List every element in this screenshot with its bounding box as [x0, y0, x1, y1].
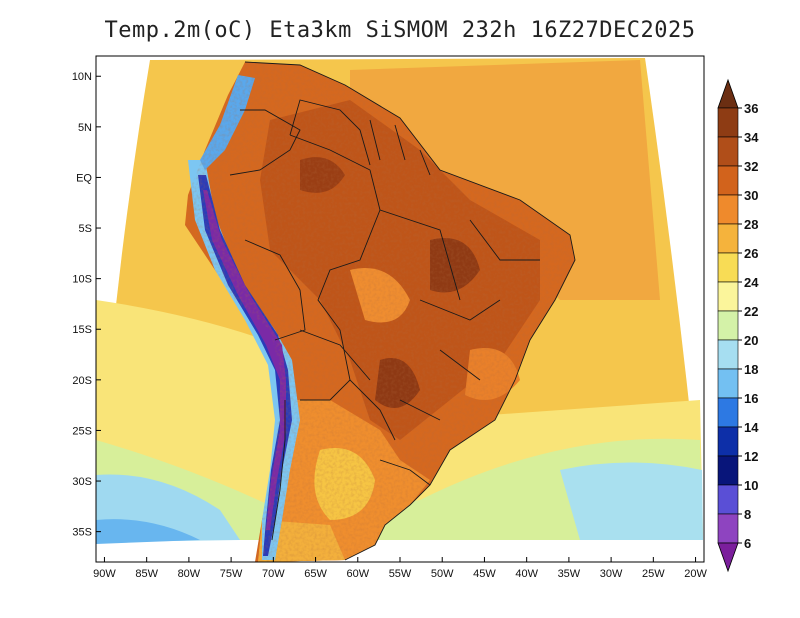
lon-tick-label: 85W: [135, 568, 158, 580]
lat-tick-label: 15S: [72, 324, 92, 336]
colorbar-segment: [717, 107, 739, 138]
colorbar-segment: [717, 194, 739, 225]
border-bolivia-south: [299, 329, 371, 401]
colorbar-segment: [717, 426, 739, 457]
lat-tick-label: EQ: [76, 172, 92, 184]
lon-tick-label: 25W: [642, 568, 665, 580]
south-ocean-green: [96, 438, 703, 540]
colorbar-top-arrow: [717, 78, 739, 109]
colorbar-segment: [717, 281, 739, 312]
colorbar-label: 10: [744, 478, 758, 493]
colorbar: 36 34 32 30 28 26 24 22 20 18 16 14 12 10 8 6: [717, 78, 759, 573]
colorbar-label: 32: [744, 159, 758, 174]
brazil-states: [379, 209, 540, 421]
colorbar-label: 12: [744, 449, 758, 464]
tropical-ocean-warm: [350, 60, 660, 300]
lon-tick-label: 20W: [684, 568, 707, 580]
lon-tick-label: 50W: [431, 568, 454, 580]
lon-tick-label: 55W: [389, 568, 412, 580]
colorbar-label: 20: [744, 333, 758, 348]
land-texture: [185, 62, 575, 562]
border-colombia-peru: [229, 109, 301, 176]
lon-tick-label: 30W: [600, 568, 623, 580]
colorbar-label: 16: [744, 391, 758, 406]
colorbar-segment: [717, 223, 739, 254]
longitude-axis: 90W 85W 80W 75W 70W 65W 60W 55W 50W 45W 40W 35W 30W 2…: [93, 557, 707, 580]
lat-tick-label: 25S: [72, 425, 92, 437]
colorbar-segment: [717, 136, 739, 167]
country-borders: [229, 61, 576, 561]
lat-tick-label: 10N: [72, 71, 92, 83]
lat-tick-label: 10S: [72, 274, 92, 286]
lat-tick-label: 35S: [72, 527, 92, 539]
coastline: [244, 61, 576, 561]
lon-tick-label: 45W: [473, 568, 496, 580]
colorbar-label: 30: [744, 188, 758, 203]
lon-tick-label: 60W: [346, 568, 369, 580]
border-argentina-chile: [271, 400, 286, 541]
lon-tick-label: 80W: [178, 568, 201, 580]
colorbar-bottom-arrow: [717, 542, 739, 573]
colorbar-label: 22: [744, 304, 758, 319]
colorbar-label: 34: [744, 130, 759, 145]
border-peru-bolivia: [244, 239, 306, 341]
colorbar-label: 14: [744, 420, 759, 435]
lat-tick-label: 5N: [78, 122, 92, 134]
south-pacific-cold: [96, 519, 200, 544]
lon-tick-label: 75W: [220, 568, 243, 580]
lon-tick-label: 40W: [515, 568, 538, 580]
colorbar-label: 18: [744, 362, 758, 377]
colorbar-label: 36: [744, 101, 758, 116]
colorbar-segment: [717, 513, 739, 544]
lat-tick-label: 5S: [79, 223, 92, 235]
lat-tick-label: 30S: [72, 476, 92, 488]
border-guianas: [369, 119, 431, 176]
colorbar-label: 8: [744, 507, 751, 522]
colorbar-segment: [717, 368, 739, 399]
border-brazil-north: [289, 99, 371, 166]
map-title: Temp.2m(oC) Eta3km SiSMOM 232h 16Z27DEC2…: [104, 18, 696, 43]
lon-tick-label: 65W: [304, 568, 327, 580]
colorbar-segment: [717, 310, 739, 341]
lon-tick-label: 70W: [262, 568, 285, 580]
colorbar-label: 26: [744, 246, 758, 261]
lat-tick-label: 20S: [72, 375, 92, 387]
lon-tick-label: 90W: [93, 568, 116, 580]
colorbar-label: 24: [744, 275, 759, 290]
border-uruguay: [379, 459, 431, 486]
latitude-axis: 10N 5N EQ 5S 10S 15S 20S 25S 30S 35S: [72, 71, 101, 539]
south-atlantic-cool: [560, 462, 703, 540]
temperature-field: [96, 58, 703, 562]
colorbar-segment: [717, 455, 739, 486]
colorbar-segment: [717, 397, 739, 428]
colorbar-segment: [717, 165, 739, 196]
lon-tick-label: 35W: [558, 568, 581, 580]
colorbar-segment: [717, 484, 739, 515]
border-brazil-west: [289, 134, 396, 441]
colorbar-segment: [717, 252, 739, 283]
colorbar-label: 6: [744, 536, 751, 551]
colorbar-label: 28: [744, 217, 758, 232]
colorbar-segment: [717, 339, 739, 370]
